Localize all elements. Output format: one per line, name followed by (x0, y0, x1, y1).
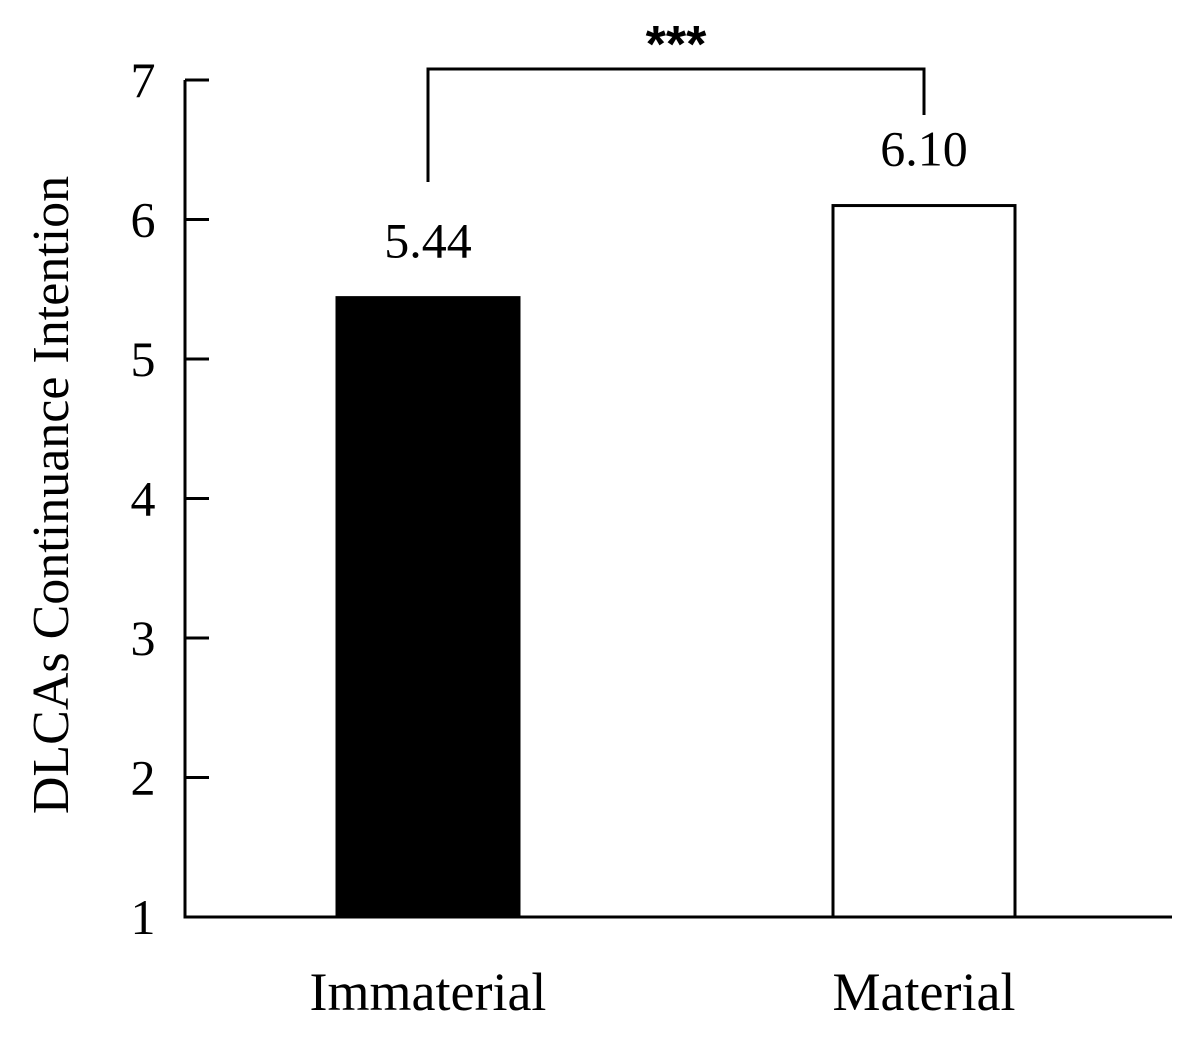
bar-value-label: 5.44 (384, 213, 472, 269)
y-tick-label: 3 (131, 610, 156, 666)
bar-value-label: 6.10 (880, 121, 968, 177)
bar-value-labels: 5.44 6.10 (384, 121, 968, 269)
bar-material (831, 204, 1017, 919)
y-tick-label: 2 (131, 750, 156, 806)
y-tick-label: 6 (131, 192, 156, 248)
category-label: Immaterial (310, 962, 547, 1022)
bar-immaterial (335, 296, 521, 919)
y-tick-label: 7 (131, 52, 156, 108)
y-tick-label: 5 (131, 331, 156, 387)
category-label: Material (833, 962, 1016, 1022)
significance-label: *** (646, 16, 707, 74)
y-tick-label: 4 (131, 471, 156, 527)
category-labels: Immaterial Material (310, 962, 1016, 1022)
y-tick-label: 1 (131, 889, 156, 945)
y-axis-ticks: 1 2 3 4 5 6 7 (131, 52, 209, 945)
y-axis-title: DLCAs Continuance Intention (23, 176, 80, 814)
bars (335, 204, 1017, 919)
significance-bracket (426, 67, 926, 182)
